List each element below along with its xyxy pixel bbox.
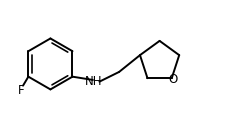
Text: F: F [18,84,24,96]
Text: O: O [168,73,178,86]
Text: NH: NH [85,75,103,88]
